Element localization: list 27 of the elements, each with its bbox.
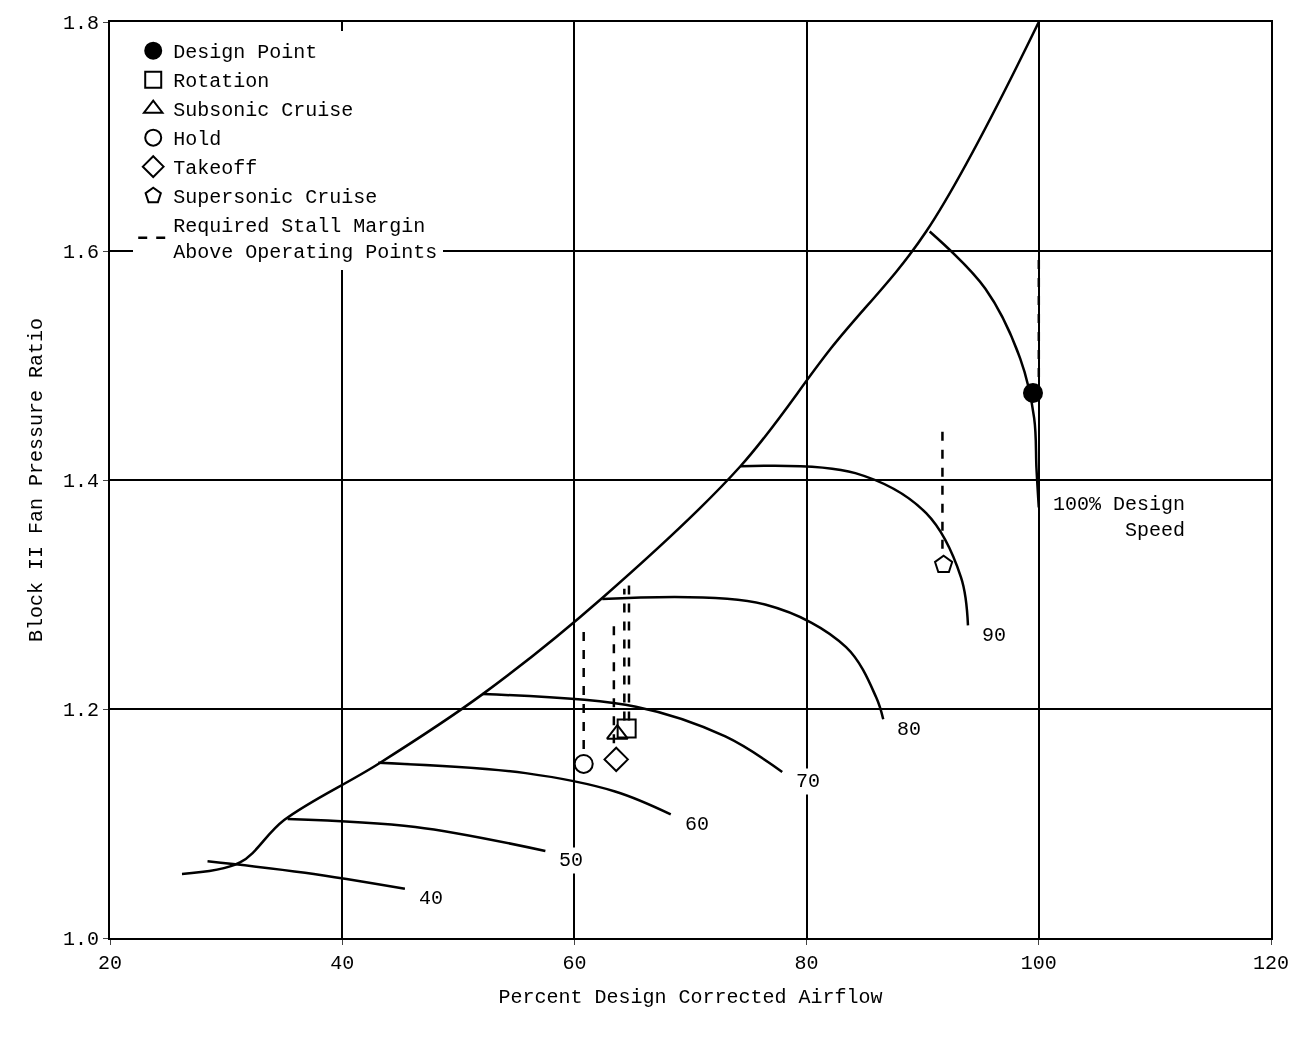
annotation: 50 <box>559 849 584 872</box>
y-tick-label: 1.0 <box>62 928 99 951</box>
legend-label: Design Point <box>173 41 318 65</box>
annotation: 60 <box>685 813 710 836</box>
y-axis-title: Block II Fan Pressure Ratio <box>24 317 48 643</box>
y-tick-label: 1.2 <box>62 699 99 722</box>
annotation: 70 <box>796 770 821 793</box>
x-tick-label: 40 <box>330 952 355 975</box>
annotation: 100% Design Speed <box>1053 493 1186 542</box>
y-tick-label: 1.4 <box>62 470 99 493</box>
annotation: 40 <box>419 887 444 910</box>
x-axis-title: Percent Design Corrected Airflow <box>498 986 883 1009</box>
annotation: 90 <box>982 624 1007 647</box>
legend-label: Hold <box>173 128 222 152</box>
y-tick-label: 1.8 <box>62 12 99 35</box>
x-tick-label: 20 <box>97 952 123 975</box>
x-tick-label: 80 <box>794 952 819 975</box>
legend-label: Rotation <box>173 70 270 94</box>
annotation: 80 <box>897 718 922 741</box>
legend-label: Required Stall Margin Above Operating Points <box>173 215 438 265</box>
legend-label: Subsonic Cruise <box>173 99 354 123</box>
x-tick-label: 120 <box>1252 952 1290 975</box>
y-tick-label: 1.6 <box>62 241 99 264</box>
x-tick-label: 100 <box>1020 952 1057 975</box>
legend-label: Supersonic Cruise <box>173 186 378 210</box>
legend-label: Takeoff <box>173 157 258 181</box>
x-tick-label: 60 <box>562 952 587 975</box>
